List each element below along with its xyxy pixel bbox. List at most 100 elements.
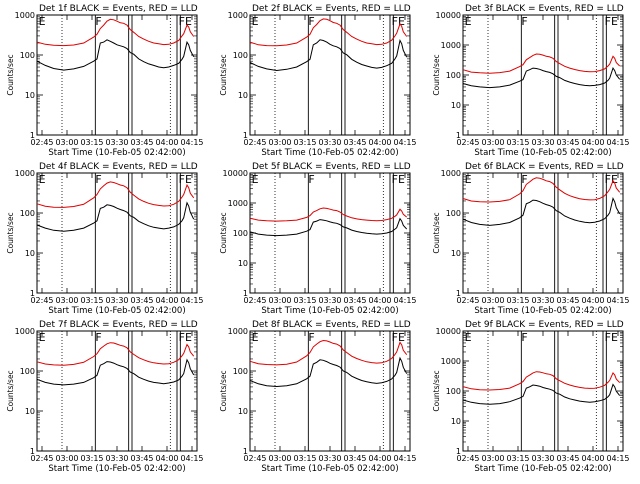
y-tick-label: 10000	[436, 327, 461, 336]
chart-title: Det 5f BLACK = Events, RED = LLD	[252, 162, 411, 172]
chart-title: Det 2f BLACK = Events, RED = LLD	[252, 4, 411, 14]
plot-frame	[462, 14, 624, 136]
events-series-line	[249, 217, 408, 237]
interval-marker-label: F	[95, 173, 101, 186]
y-tick-label: 10	[25, 91, 35, 100]
interval-marker-label: FE	[605, 15, 618, 28]
y-axis-label: Counts/sec	[432, 212, 441, 253]
x-tick-label: 02:45	[456, 296, 479, 305]
lld-series-line	[462, 177, 621, 203]
x-tick-label: 04:15	[180, 296, 203, 305]
y-tick-label: 100	[20, 209, 35, 218]
y-tick-label: 1000	[441, 357, 461, 366]
y-tick-label: 1	[243, 447, 248, 456]
lld-series-line	[249, 339, 408, 366]
y-tick-label: 1000	[15, 169, 35, 178]
x-tick-label: 03:00	[481, 296, 504, 305]
x-axis-label: Start Time (10-Feb-05 02:42:00)	[261, 148, 398, 158]
interval-marker-label: E	[465, 331, 472, 344]
interval-marker-label: F	[95, 15, 101, 28]
x-tick-label: 04:15	[393, 296, 416, 305]
interval-marker-label: E	[252, 15, 259, 28]
x-tick-label: 03:45	[343, 296, 366, 305]
interval-marker-label: F	[521, 331, 527, 344]
y-tick-label: 1000	[15, 327, 35, 336]
x-tick-label: 03:15	[506, 296, 529, 305]
x-tick-label: 03:15	[506, 138, 529, 147]
plot-frame	[462, 330, 624, 452]
y-axis-label: Counts/sec	[219, 54, 228, 95]
interval-marker-label: E	[39, 331, 46, 344]
x-tick-label: 03:45	[130, 296, 153, 305]
events-series-line	[36, 358, 195, 386]
x-tick-label: 04:15	[606, 138, 629, 147]
y-axis-label: Counts/sec	[6, 54, 15, 95]
y-tick-label: 1000	[228, 199, 248, 208]
x-tick-label: 04:15	[393, 454, 416, 463]
interval-marker-label: F	[521, 173, 527, 186]
y-axis-label: Counts/sec	[6, 370, 15, 411]
plot-frame	[36, 172, 198, 294]
y-tick-label: 100	[446, 209, 461, 218]
x-tick-label: 03:00	[268, 138, 291, 147]
chart-title: Det 4f BLACK = Events, RED = LLD	[39, 162, 198, 172]
interval-marker-label: F	[308, 173, 314, 186]
x-tick-label: 02:45	[243, 296, 266, 305]
interval-marker-label: F	[95, 331, 101, 344]
y-tick-label: 1	[456, 289, 461, 298]
x-tick-label: 03:30	[531, 454, 554, 463]
interval-marker-label: FE	[392, 173, 405, 186]
plot-frame	[249, 330, 411, 452]
interval-marker-label: E	[465, 15, 472, 28]
x-axis-label: Start Time (10-Feb-05 02:42:00)	[48, 306, 185, 316]
y-tick-label: 1	[243, 289, 248, 298]
x-tick-label: 04:00	[368, 138, 391, 147]
lld-series-line	[36, 18, 195, 47]
x-tick-label: 02:45	[30, 454, 53, 463]
x-axis-label: Start Time (10-Feb-05 02:42:00)	[261, 464, 398, 474]
x-axis-label: Start Time (10-Feb-05 02:42:00)	[474, 148, 611, 158]
y-tick-label: 100	[233, 51, 248, 60]
chart-title: Det 6f BLACK = Events, RED = LLD	[465, 162, 624, 172]
events-series-line	[249, 356, 408, 388]
interval-marker-label: E	[252, 331, 259, 344]
interval-marker-label: F	[308, 331, 314, 344]
y-tick-label: 10	[25, 407, 35, 416]
lld-series-line	[462, 53, 621, 74]
x-tick-label: 03:45	[343, 454, 366, 463]
x-tick-label: 03:45	[556, 454, 579, 463]
y-tick-label: 1000	[228, 327, 248, 336]
x-tick-label: 03:45	[556, 138, 579, 147]
y-tick-label: 1	[456, 131, 461, 140]
y-tick-label: 10	[238, 259, 248, 268]
x-tick-label: 04:15	[606, 454, 629, 463]
x-tick-label: 03:00	[55, 296, 78, 305]
x-tick-label: 04:00	[155, 296, 178, 305]
y-tick-label: 100	[446, 71, 461, 80]
events-series-line	[462, 197, 621, 226]
x-tick-label: 04:00	[368, 454, 391, 463]
x-tick-label: 03:45	[130, 454, 153, 463]
y-tick-label: 10	[451, 101, 461, 110]
plot-frame	[36, 330, 198, 452]
x-tick-label: 04:15	[393, 138, 416, 147]
x-tick-label: 02:45	[30, 138, 53, 147]
y-axis-label: Counts/sec	[6, 212, 15, 253]
y-tick-label: 100	[233, 229, 248, 238]
y-tick-label: 100	[20, 367, 35, 376]
x-tick-label: 03:00	[268, 296, 291, 305]
y-tick-label: 1000	[441, 41, 461, 50]
x-tick-label: 03:00	[268, 454, 291, 463]
x-tick-label: 04:15	[606, 296, 629, 305]
events-series-line	[36, 201, 195, 232]
interval-marker-label: F	[521, 15, 527, 28]
y-tick-label: 1	[456, 447, 461, 456]
x-tick-label: 03:30	[105, 138, 128, 147]
x-tick-label: 03:00	[481, 138, 504, 147]
